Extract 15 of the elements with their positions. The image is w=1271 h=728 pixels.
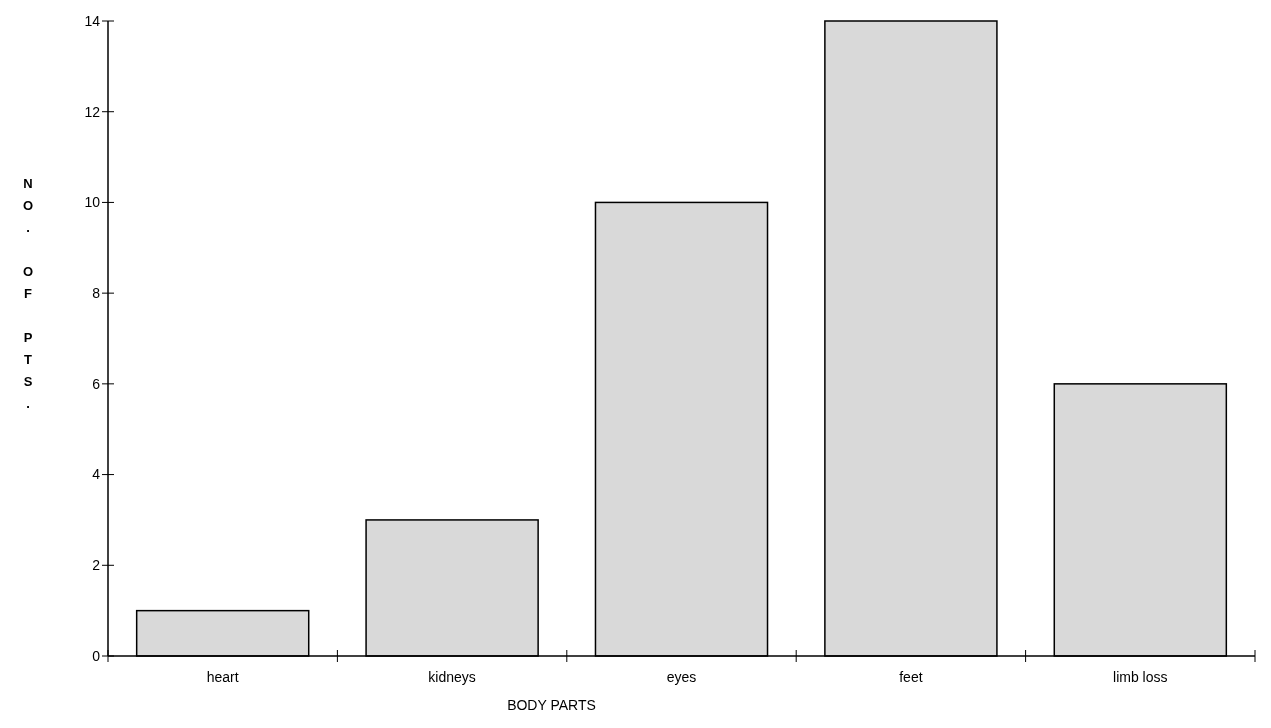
y-tick-label: 14 (84, 12, 101, 29)
x-tick-label: kidneys (428, 669, 476, 685)
y-tick-label: 4 (92, 466, 101, 483)
x-tick-label: eyes (666, 669, 697, 685)
x-axis-title: BODY PARTS (507, 697, 596, 713)
y-tick-label: 6 (92, 375, 101, 392)
y-tick-label: 10 (84, 194, 101, 211)
y-tick-label: 2 (92, 557, 101, 574)
x-tick-label: limb loss (1113, 669, 1168, 685)
text: NO. OF PTS. (22, 176, 34, 411)
y-tick-label: 0 (92, 647, 101, 664)
y-tick-label: 8 (92, 285, 101, 302)
y-tick-label: 12 (84, 103, 101, 120)
x-tick-label: feet (899, 669, 923, 685)
x-tick-label: heart (206, 669, 239, 685)
